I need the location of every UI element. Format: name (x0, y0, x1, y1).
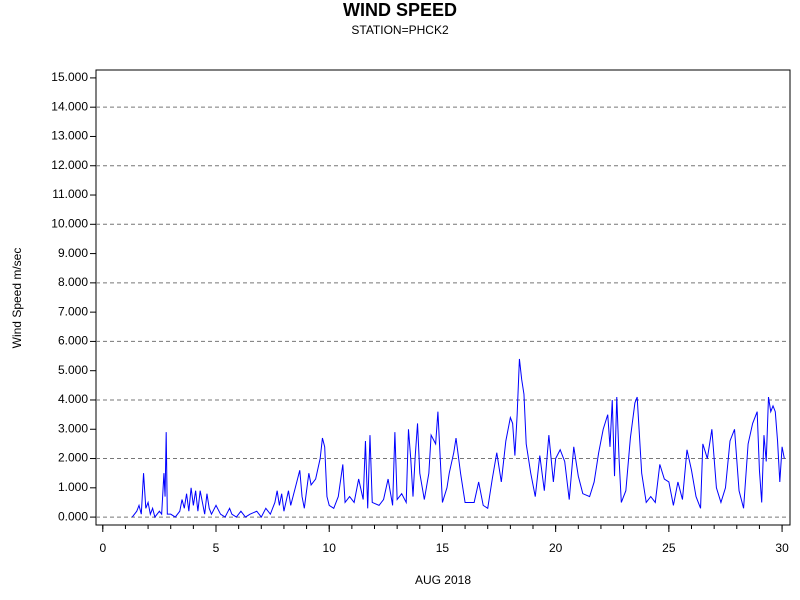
y-tick-label: 9.000 (58, 246, 88, 260)
y-tick-label: 3.000 (58, 421, 88, 435)
y-tick-label: 10.000 (51, 216, 88, 230)
y-tick-label: 14.000 (51, 99, 88, 113)
y-tick-label: 12.000 (51, 158, 88, 172)
x-tick-label: 25 (662, 541, 676, 555)
y-tick-label: 7.000 (58, 304, 88, 318)
y-tick-label: 6.000 (58, 334, 88, 348)
y-tick-label: 15.000 (51, 70, 88, 84)
y-tick-label: 13.000 (51, 129, 88, 143)
x-tick-label: 5 (213, 541, 220, 555)
y-axis-label: Wind Speed m/sec (10, 248, 24, 349)
y-tick-label: 2.000 (58, 451, 88, 465)
x-tick-label: 20 (549, 541, 563, 555)
x-tick-label: 30 (775, 541, 789, 555)
chart-subtitle: STATION=PHCK2 (351, 23, 449, 37)
data-line (131, 358, 785, 519)
x-tick-label: 0 (99, 541, 106, 555)
x-tick-label: 15 (436, 541, 450, 555)
plot-frame (95, 69, 791, 526)
y-tick-label: 0.000 (58, 509, 88, 523)
x-axis-label: AUG 2018 (415, 573, 471, 587)
y-tick-label: 11.000 (52, 187, 88, 201)
y-tick-label: 1.000 (58, 480, 88, 494)
chart-title: WIND SPEED (343, 0, 457, 20)
y-tick-label: 5.000 (58, 363, 88, 377)
y-tick-label: 4.000 (58, 392, 88, 406)
x-tick-label: 10 (323, 541, 337, 555)
y-tick-label: 8.000 (58, 275, 88, 289)
